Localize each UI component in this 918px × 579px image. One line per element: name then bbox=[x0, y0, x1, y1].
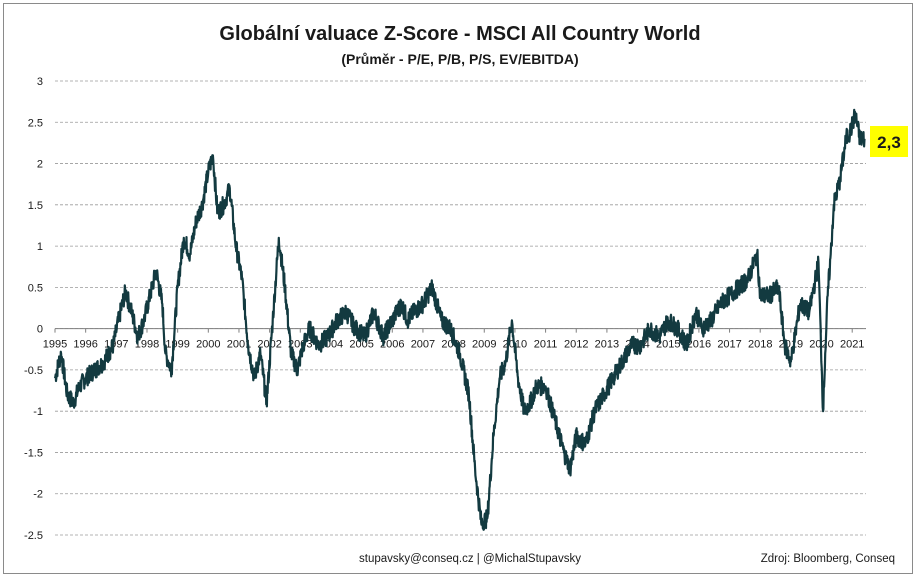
x-tick-label: 2013 bbox=[595, 339, 619, 351]
x-tick-label: 2018 bbox=[748, 339, 772, 351]
x-tick-label: 1999 bbox=[165, 339, 189, 351]
x-tick-label: 2007 bbox=[411, 339, 435, 351]
y-tick-label: -1.5 bbox=[24, 447, 43, 459]
y-tick-label: 2.5 bbox=[28, 117, 43, 129]
x-tick-label: 2011 bbox=[534, 339, 558, 351]
x-tick-label: 2021 bbox=[840, 339, 864, 351]
y-tick-label: 0 bbox=[37, 324, 43, 336]
y-tick-label: 1 bbox=[37, 241, 43, 253]
y-tick-label: -0.5 bbox=[24, 365, 43, 377]
x-tick-label: 2009 bbox=[472, 339, 496, 351]
x-tick-label: 2012 bbox=[564, 339, 588, 351]
x-tick-label: 2005 bbox=[349, 339, 373, 351]
x-tick-label: 1996 bbox=[73, 339, 97, 351]
x-tick-label: 2000 bbox=[196, 339, 220, 351]
callout-box bbox=[870, 126, 908, 157]
y-tick-label: 2 bbox=[37, 159, 43, 171]
chart-title: Globální valuace Z-Score - MSCI All Coun… bbox=[219, 23, 700, 45]
x-tick-label: 2015 bbox=[656, 339, 680, 351]
x-tick-label: 2006 bbox=[380, 339, 404, 351]
y-tick-label: -2.5 bbox=[24, 530, 43, 542]
y-axis-ticks: -2.5 -2 -1.5 -1 -0.5 0 0.5 1 1.5 2 2.5 3 bbox=[24, 76, 43, 542]
x-tick-label: 1998 bbox=[135, 339, 159, 351]
x-tick-label: 2017 bbox=[717, 339, 741, 351]
series-line bbox=[53, 108, 866, 531]
footer-source: Zdroj: Bloomberg, Conseq bbox=[761, 553, 895, 565]
callout-value: 2,3 bbox=[877, 133, 901, 152]
x-tick-label: 2001 bbox=[227, 339, 251, 351]
y-tick-label: -2 bbox=[33, 489, 43, 501]
x-tick-label: 1995 bbox=[43, 339, 67, 351]
y-tick-label: 0.5 bbox=[28, 282, 43, 294]
y-tick-label: 1.5 bbox=[28, 200, 43, 212]
y-tick-label: 3 bbox=[37, 76, 43, 88]
x-axis-ticks: 1995 1996 1997 1998 1999 2000 2001 2002 2003 2004… bbox=[43, 328, 864, 351]
x-tick-label: 2016 bbox=[687, 339, 711, 351]
footer-contact: stupavsky@conseq.cz | @MichalStupavsky bbox=[359, 553, 581, 565]
last-value-callout: 2,3 bbox=[870, 126, 908, 157]
y-tick-label: -1 bbox=[33, 406, 43, 418]
chart-subtitle: (Průměr - P/E, P/B, P/S, EV/EBITDA) bbox=[341, 51, 578, 67]
